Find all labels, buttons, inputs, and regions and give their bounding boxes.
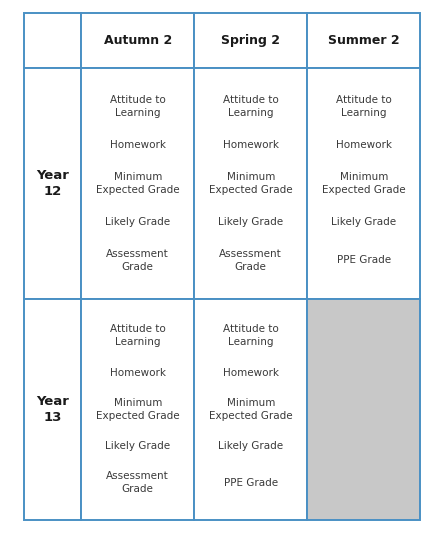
Bar: [81, 68, 194, 299]
Text: Minimum
Expected Grade: Minimum Expected Grade: [321, 172, 405, 195]
Text: Assessment
Grade: Assessment Grade: [106, 249, 169, 272]
Text: Summer 2: Summer 2: [327, 34, 399, 47]
Bar: [81, 299, 194, 520]
Text: Year
12: Year 12: [36, 168, 69, 198]
Text: Homework: Homework: [222, 368, 278, 377]
Text: Minimum
Expected Grade: Minimum Expected Grade: [95, 172, 179, 195]
Text: Assessment
Grade: Assessment Grade: [219, 249, 281, 272]
Text: Homework: Homework: [110, 368, 165, 377]
Bar: [194, 68, 307, 299]
Text: Attitude to
Learning: Attitude to Learning: [110, 95, 165, 118]
Text: Attitude to
Learning: Attitude to Learning: [222, 325, 278, 347]
Bar: [81, 13, 194, 68]
Text: Minimum
Expected Grade: Minimum Expected Grade: [95, 398, 179, 421]
Text: Homework: Homework: [222, 140, 278, 150]
Text: Spring 2: Spring 2: [221, 34, 280, 47]
Text: Attitude to
Learning: Attitude to Learning: [335, 95, 391, 118]
Text: Likely Grade: Likely Grade: [330, 217, 395, 227]
Text: Likely Grade: Likely Grade: [218, 441, 283, 451]
Text: Assessment
Grade: Assessment Grade: [106, 472, 169, 494]
Text: Attitude to
Learning: Attitude to Learning: [222, 95, 278, 118]
Text: Likely Grade: Likely Grade: [105, 441, 170, 451]
Text: Likely Grade: Likely Grade: [105, 217, 170, 227]
Bar: [24, 13, 81, 68]
Text: PPE Grade: PPE Grade: [223, 478, 277, 488]
Text: Attitude to
Learning: Attitude to Learning: [110, 325, 165, 347]
Text: Homework: Homework: [110, 140, 165, 150]
Text: Minimum
Expected Grade: Minimum Expected Grade: [209, 172, 292, 195]
Text: PPE Grade: PPE Grade: [336, 255, 390, 265]
Bar: [194, 299, 307, 520]
Bar: [307, 13, 419, 68]
Text: Minimum
Expected Grade: Minimum Expected Grade: [209, 398, 292, 421]
Bar: [194, 13, 307, 68]
Text: Autumn 2: Autumn 2: [103, 34, 172, 47]
Bar: [307, 68, 419, 299]
Bar: [24, 299, 81, 520]
Text: Year
13: Year 13: [36, 394, 69, 424]
Text: Likely Grade: Likely Grade: [218, 217, 283, 227]
Text: Homework: Homework: [335, 140, 391, 150]
Bar: [24, 68, 81, 299]
Bar: [307, 299, 419, 520]
